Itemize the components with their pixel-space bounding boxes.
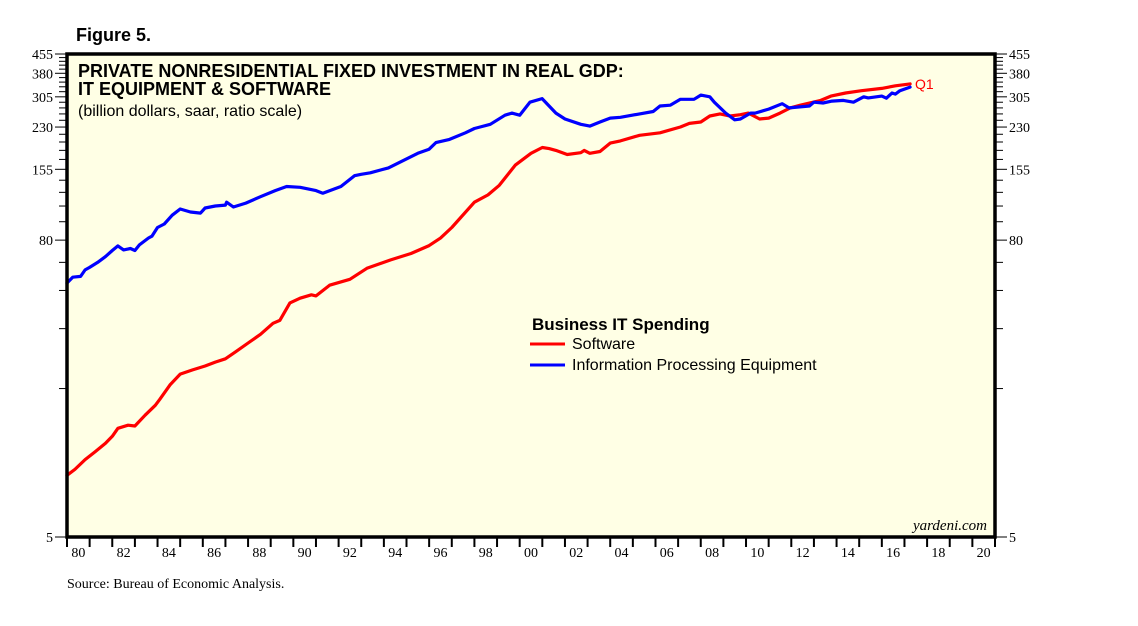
legend-label-equipment: Information Processing Equipment	[572, 357, 817, 374]
x-tick-label: 02	[569, 546, 583, 561]
x-tick-label: 08	[705, 546, 719, 561]
series-layer	[65, 82, 912, 477]
x-tick-label: 20	[977, 546, 991, 561]
x-tick-label: 14	[841, 546, 855, 561]
y-tick-label-right: 455	[1009, 48, 1030, 63]
x-tick-label: 98	[479, 546, 493, 561]
y-axis-left: 5 80 155 230 305 380 455	[32, 48, 67, 546]
y-tick-label-left: 5	[46, 531, 53, 546]
x-tick-label: 12	[796, 546, 810, 561]
series-line-equipment	[65, 85, 912, 285]
watermark: yardeni.com	[911, 518, 987, 534]
y-tick-label-right: 155	[1009, 163, 1030, 178]
figure-label: Figure 5.	[76, 25, 152, 45]
x-axis: 80 82 84 86 88 90 92 94 96 98 00 02 04 06 08 10 12 14 16 18…	[66, 537, 996, 561]
chart-subtitle: (billion dollars, saar, ratio scale)	[78, 103, 302, 120]
x-tick-label: 18	[931, 546, 945, 561]
x-tick-label: 96	[433, 546, 447, 561]
x-tick-label: 84	[162, 546, 176, 561]
legend-title: Business IT Spending	[532, 315, 710, 334]
plot-background	[67, 54, 995, 537]
x-tick-label: 10	[750, 546, 764, 561]
y-tick-label-left: 455	[32, 48, 53, 63]
chart-title-line2: IT EQUIPMENT & SOFTWARE	[78, 79, 331, 99]
x-tick-label: 94	[388, 546, 402, 561]
x-tick-label: 06	[660, 546, 674, 561]
x-tick-label: 04	[615, 546, 629, 561]
x-tick-label: 82	[117, 546, 131, 561]
y-tick-label-left: 380	[32, 67, 53, 82]
y-tick-label-left: 155	[32, 163, 53, 178]
x-tick-label: 88	[252, 546, 266, 561]
y-tick-label-right: 5	[1009, 531, 1016, 546]
y-axis-right: 5 80 155 230 305 380 455	[995, 48, 1030, 546]
y-tick-label-right: 230	[1009, 121, 1030, 136]
chart-title: PRIVATE NONRESIDENTIAL FIXED INVESTMENT …	[78, 61, 624, 81]
y-tick-label-left: 80	[39, 234, 53, 249]
y-tick-label-left: 305	[32, 91, 53, 106]
y-tick-label-right: 380	[1009, 67, 1030, 82]
x-tick-label: 16	[886, 546, 900, 561]
x-tick-label: 92	[343, 546, 357, 561]
legend: Business IT Spending Software Informatio…	[530, 315, 817, 374]
x-tick-label: 90	[298, 546, 312, 561]
series-line-software	[65, 82, 912, 477]
x-tick-label: 80	[71, 546, 85, 561]
x-tick-label: 00	[524, 546, 538, 561]
y-tick-label-right: 305	[1009, 91, 1030, 106]
source-note: Source: Bureau of Economic Analysis.	[67, 577, 285, 592]
x-tick-label: 86	[207, 546, 221, 561]
end-annotation-q1: Q1	[915, 76, 934, 92]
legend-label-software: Software	[572, 336, 635, 353]
y-tick-label-left: 230	[32, 121, 53, 136]
plot-frame	[65, 52, 997, 539]
y-tick-label-right: 80	[1009, 234, 1023, 249]
